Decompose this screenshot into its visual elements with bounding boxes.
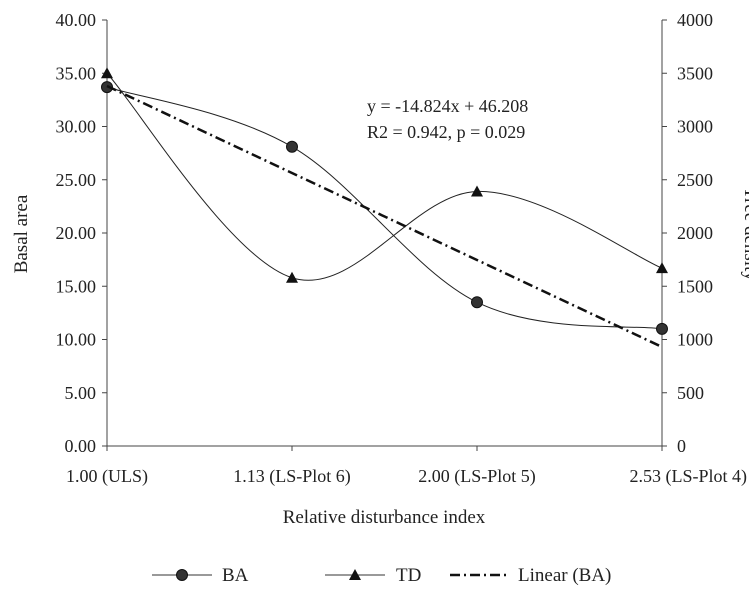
y2-tick-label: 0 <box>677 436 686 456</box>
y-tick-label: 0.00 <box>65 436 97 456</box>
series-line-ba <box>106 86 663 330</box>
legend-item-linear-ba: Linear (BA) <box>450 565 611 586</box>
y2-axis-title: Tree density <box>740 187 749 281</box>
y2-tick-label: 2000 <box>677 223 713 243</box>
data-point-ba <box>471 296 483 309</box>
x-tick-label: 2.53 (LS-Plot 4) <box>629 466 747 487</box>
y-tick-label: 5.00 <box>65 383 97 403</box>
axis-labels: Relative disturbance index Basal area Tr… <box>11 96 749 528</box>
data-point-td <box>656 262 668 274</box>
y2-tick-label: 1000 <box>677 330 713 350</box>
x-tick-label: 2.00 (LS-Plot 5) <box>418 466 536 487</box>
legend-ba-marker <box>176 569 188 581</box>
legend-linear-label: Linear (BA) <box>518 565 611 586</box>
data-point-td <box>286 271 298 283</box>
y2-tick-label: 500 <box>677 383 704 403</box>
y-tick-label: 10.00 <box>56 330 97 350</box>
x-tick-label: 1.13 (LS-Plot 6) <box>233 466 351 487</box>
y-tick-label: 20.00 <box>56 223 97 243</box>
y-tick-label: 40.00 <box>56 10 97 30</box>
trendline-equation: y = -14.824x + 46.208 <box>367 96 528 116</box>
y-tick-label: 35.00 <box>56 63 97 83</box>
legend-item-ba: BA <box>152 565 249 586</box>
y-tick-label: 25.00 <box>56 170 97 190</box>
data-point-ba <box>656 322 668 335</box>
legend-td-marker <box>349 569 361 580</box>
legend: BA TD Linear (BA) <box>152 565 611 586</box>
legend-ba-label: BA <box>222 565 249 586</box>
data-point-td <box>101 67 113 79</box>
legend-td-label: TD <box>396 565 421 586</box>
trendline-r2: R2 = 0.942, p = 0.029 <box>367 122 525 142</box>
series-line-td <box>106 72 663 281</box>
y2-tick-label: 3500 <box>677 63 713 83</box>
y2-tick-label: 1500 <box>677 276 713 296</box>
tick-labels: 0.00 5.00 10.00 15.00 20.00 25.00 30.00 35.00 40… <box>56 10 748 487</box>
y2-tick-label: 4000 <box>677 10 713 30</box>
legend-item-td: TD <box>325 565 421 586</box>
x-tick-label: 1.00 (ULS) <box>66 466 148 487</box>
y2-tick-label: 2500 <box>677 170 713 190</box>
data-point-ba <box>286 140 298 153</box>
x-axis-title: Relative disturbance index <box>283 507 486 528</box>
y-tick-label: 15.00 <box>56 276 97 296</box>
trendline-linear-ba <box>106 84 663 349</box>
data-point-td <box>471 185 483 197</box>
axes <box>102 19 667 451</box>
y-tick-label: 30.00 <box>56 117 97 137</box>
y2-tick-label: 3000 <box>677 117 713 137</box>
y-axis-title: Basal area <box>11 194 32 273</box>
series-layer <box>101 67 668 349</box>
